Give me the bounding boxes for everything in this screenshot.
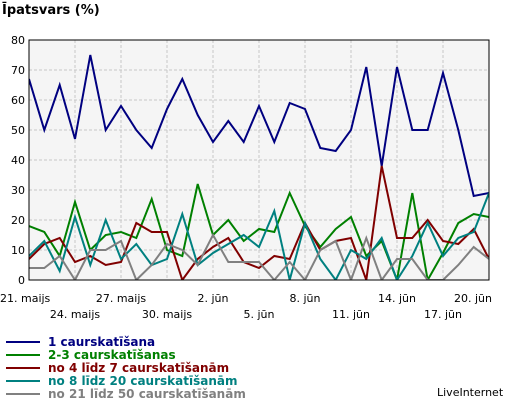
y-tick-label: 30 [11,184,25,197]
y-tick-label: 10 [11,244,25,257]
y-tick-label: 60 [11,94,25,107]
plot-border [28,39,490,281]
y-axis-title: Īpatsvars (%) [2,3,100,18]
x-tick-label: 27. maijs [96,292,147,305]
y-tick-label: 40 [11,154,25,167]
series-line-3 [29,165,489,280]
x-tick-label: 21. maijs [0,292,51,305]
x-tick-label: 30. maijs [142,308,193,321]
x-tick-label: 17. jūn [424,308,462,321]
series-lines [29,54,489,280]
x-tick-label: 5. jūn [244,308,275,321]
y-tick-label: 50 [11,124,25,137]
x-tick-label: 20. jūn [454,292,492,305]
x-tick-label: 11. jūn [332,308,370,321]
series-line-2 [29,183,489,280]
y-tick-label: 0 [18,274,25,287]
y-axis-tick-labels: 0 10 20 30 40 50 60 70 80 [11,34,25,287]
series-line-4 [29,192,489,280]
x-tick-label: 2. jūn [198,292,229,305]
x-tick-label: 8. jūn [290,292,321,305]
series-line-5 [29,232,489,280]
watermark-text: LiveInternet [437,386,504,399]
legend-label: no 21 līdz 50 caurskatīšanām [48,387,246,401]
legend-label: 2-3 caurskatīšanas [48,348,176,362]
y-tick-label: 70 [11,64,25,77]
y-tick-label: 80 [11,34,25,47]
legend-label: no 8 līdz 20 caurskatīšanām [48,374,237,388]
y-tick-label: 20 [11,214,25,227]
x-tick-label: 24. maijs [50,308,101,321]
x-tick-label: 14. jūn [378,292,416,305]
series-line-1 [29,54,489,198]
legend-label: no 4 līdz 7 caurskatīšanām [48,361,229,375]
legend-label: 1 caurskatīšana [48,335,155,349]
x-axis-tick-labels: 21. maijs 27. maijs 2. jūn 8. jūn 14. jūn 20.… [0,292,492,321]
